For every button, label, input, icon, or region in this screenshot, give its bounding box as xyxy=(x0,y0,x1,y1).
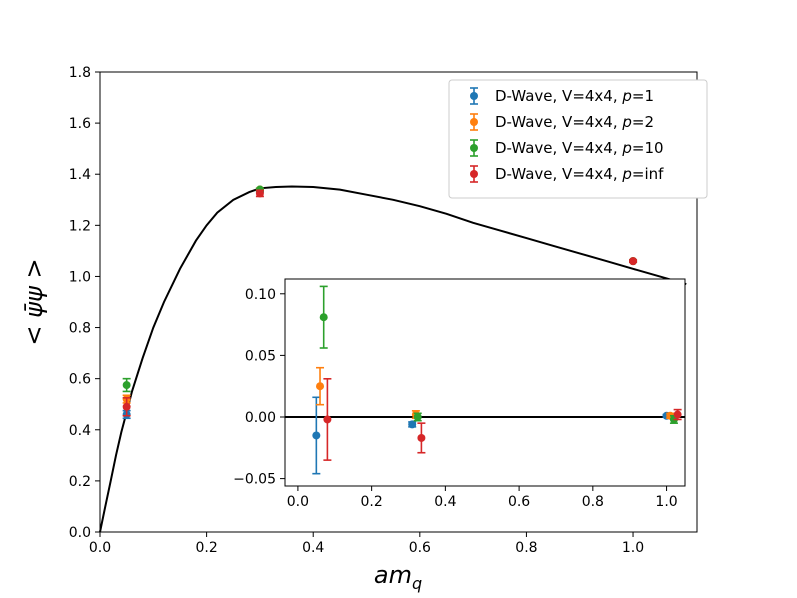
x-axis-label-sub: q xyxy=(412,574,422,593)
legend-label-param: p xyxy=(621,113,632,131)
legend-marker-3-marker xyxy=(470,170,478,178)
inset-point-s2-p0-marker xyxy=(319,313,328,322)
main-point-s2-p0-marker xyxy=(122,381,131,390)
main-axes: 0.0 0.2 0.4 0.6 0.8 1.0 0.0 0.2 0.4 0.6 0.8 1.0 1.2… xyxy=(69,65,698,556)
main-x-tick-label: 0.4 xyxy=(302,540,324,556)
main-x-tick-label: 0.0 xyxy=(89,540,111,556)
legend-entry-label-2: D-Wave, V=4x4, p=10 xyxy=(495,139,664,157)
x-axis-label-base: am xyxy=(374,561,412,589)
main-x-tick-label: 0.2 xyxy=(195,540,217,556)
inset-point-s0-p0-marker xyxy=(312,431,321,440)
inset-point-s3-p1-marker xyxy=(417,433,426,442)
inset-y-tick-label: 0.10 xyxy=(245,287,276,303)
legend-label-suffix: =10 xyxy=(632,139,664,157)
legend-box xyxy=(448,79,708,199)
inset-point-s1-p0-marker xyxy=(316,382,325,391)
legend-marker-1 xyxy=(470,113,478,131)
main-y-ticks: 0.0 0.2 0.4 0.6 0.8 1.0 1.2 1.4 1.6 1.8 xyxy=(69,65,100,541)
legend: D-Wave, V=4x4, p=1D-Wave, V=4x4, p=2D-Wa… xyxy=(448,79,708,199)
inset-point-s3-p0 xyxy=(323,378,332,461)
inset-x-tick-label: 0.0 xyxy=(287,494,309,510)
inset-x-tick-label: 1.0 xyxy=(655,494,677,510)
inset-point-s1-p0 xyxy=(316,366,325,406)
main-y-tick-label: 1.6 xyxy=(69,116,91,132)
legend-label-prefix: D-Wave, V=4x4, xyxy=(495,87,622,105)
inset-point-s3-p0-marker xyxy=(323,415,332,424)
inset-point-s3-p1 xyxy=(417,422,426,454)
legend-marker-1-marker xyxy=(470,118,478,126)
main-x-tick-label: 0.6 xyxy=(409,540,431,556)
inset-x-ticks: 0.0 0.2 0.4 0.6 0.8 1.0 xyxy=(287,486,678,510)
legend-label-prefix: D-Wave, V=4x4, xyxy=(495,113,622,131)
inset-y-ticks: −0.05 0.00 0.05 0.10 xyxy=(233,287,285,488)
inset-point-s0-p1-marker xyxy=(408,420,417,429)
legend-label-prefix: D-Wave, V=4x4, xyxy=(495,139,622,157)
main-point-s3-p0 xyxy=(122,397,131,417)
legend-label-param: p xyxy=(621,139,632,157)
main-points-layer xyxy=(122,185,638,420)
inset-point-s0-p0 xyxy=(312,396,321,475)
legend-marker-3 xyxy=(470,165,478,183)
main-y-tick-label: 1.0 xyxy=(69,269,91,285)
inset-x-tick-label: 0.6 xyxy=(508,494,530,510)
legend-label-suffix: =2 xyxy=(632,113,654,131)
main-point-s3-p1 xyxy=(255,189,264,198)
legend-entry-label-0: D-Wave, V=4x4, p=1 xyxy=(495,87,654,105)
inset-background xyxy=(285,279,685,486)
inset-x-tick-label: 0.2 xyxy=(361,494,383,510)
main-point-s2-p0 xyxy=(122,377,131,393)
main-point-s3-p2 xyxy=(629,257,638,266)
inset-point-s2-p1 xyxy=(413,412,422,422)
legend-marker-2 xyxy=(470,139,478,157)
main-point-s3-p2-marker xyxy=(629,257,638,266)
legend-entry-label-1: D-Wave, V=4x4, p=2 xyxy=(495,113,654,131)
legend-label-suffix: =inf xyxy=(632,165,664,183)
inset-point-s2-p1-marker xyxy=(413,413,422,421)
x-axis-label: amq xyxy=(374,561,422,593)
inset-point-s2-p0 xyxy=(319,285,328,349)
main-x-tick-label: 1.0 xyxy=(622,540,644,556)
legend-label-prefix: D-Wave, V=4x4, xyxy=(495,165,622,183)
inset-y-tick-label: 0.05 xyxy=(245,348,276,364)
inset-points-layer xyxy=(285,285,685,475)
main-point-s3-p1-marker xyxy=(255,189,264,198)
legend-label-suffix: =1 xyxy=(632,87,654,105)
inset-point-s0-p1 xyxy=(408,420,417,429)
main-y-tick-label: 0.8 xyxy=(69,321,91,337)
inset-x-tick-label: 0.8 xyxy=(582,494,604,510)
legend-entry-label-3: D-Wave, V=4x4, p=inf xyxy=(495,165,664,183)
inset-y-tick-label: −0.05 xyxy=(233,472,276,488)
main-y-tick-label: 0.0 xyxy=(69,525,91,541)
y-axis-label: < ψ̄ψ > xyxy=(20,258,48,345)
inset-x-tick-label: 0.4 xyxy=(434,494,456,510)
legend-marker-0 xyxy=(470,87,478,105)
main-plot-frame xyxy=(99,71,698,533)
inset-point-s3-p2 xyxy=(673,408,682,421)
legend-label-param: p xyxy=(621,87,632,105)
main-y-tick-label: 0.4 xyxy=(69,423,91,439)
inset-axes: 0.0 0.2 0.4 0.6 0.8 1.0 −0.05 0.00 0.05 0.10 xyxy=(233,278,686,510)
legend-entries: D-Wave, V=4x4, p=1D-Wave, V=4x4, p=2D-Wa… xyxy=(470,87,664,183)
main-y-tick-label: 1.8 xyxy=(69,65,91,81)
main-x-ticks: 0.0 0.2 0.4 0.6 0.8 1.0 xyxy=(89,532,644,556)
main-point-s3-p0-marker xyxy=(122,402,131,411)
legend-marker-2-marker xyxy=(470,144,478,152)
main-y-tick-label: 1.2 xyxy=(69,218,91,234)
main-x-tick-label: 0.8 xyxy=(515,540,537,556)
main-y-tick-label: 0.2 xyxy=(69,474,91,490)
main-y-tick-label: 1.4 xyxy=(69,167,91,183)
inset-point-s3-p2-marker xyxy=(673,410,682,419)
legend-label-param: p xyxy=(621,165,632,183)
legend-marker-0-marker xyxy=(470,92,478,100)
main-y-tick-label: 0.6 xyxy=(69,372,91,388)
inset-plot-frame xyxy=(284,278,686,487)
inset-y-tick-label: 0.00 xyxy=(245,410,276,426)
